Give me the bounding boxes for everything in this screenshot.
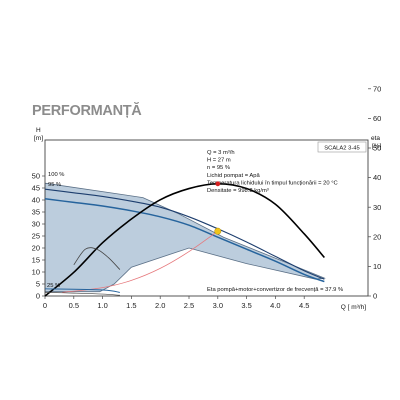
x-tick-label: 4.5 bbox=[299, 301, 309, 310]
y-tick-label: 35 bbox=[32, 208, 40, 217]
curve-label: 25 % bbox=[47, 283, 60, 289]
y2-tick-label: 30 bbox=[373, 203, 381, 212]
x-tick-label: 3.0 bbox=[213, 301, 223, 310]
x-tick-label: 2.5 bbox=[184, 301, 194, 310]
y2-tick-label: 20 bbox=[373, 232, 381, 241]
curve-label: 100 % bbox=[48, 172, 64, 178]
y-tick-label: 5 bbox=[36, 280, 40, 289]
x-tick-label: 1.5 bbox=[126, 301, 136, 310]
y2-tick-label: 70 bbox=[373, 84, 381, 93]
x-axis-label: Q [ m³/h] bbox=[341, 304, 366, 311]
operating-area bbox=[44, 182, 326, 293]
y-tick-label: 40 bbox=[32, 196, 40, 205]
annotation-line: H = 27 m bbox=[207, 158, 231, 164]
pump-curve-95 bbox=[44, 198, 325, 283]
y-axis-unit: [m] bbox=[34, 135, 43, 142]
x-tick-label: 3.5 bbox=[241, 301, 251, 310]
plot-frame bbox=[44, 139, 369, 297]
annotation-line: Densitate = 998.2 kg/m³ bbox=[207, 188, 269, 194]
title-box bbox=[317, 141, 367, 153]
y2-tick-label: 40 bbox=[373, 173, 381, 182]
y2-tick-label: 10 bbox=[373, 262, 381, 271]
annotation-line: Temperatura lichidului în timpul funcțio… bbox=[207, 180, 338, 186]
duty-point bbox=[214, 227, 222, 235]
y2-tick-label: 0 bbox=[373, 292, 377, 301]
annotation-line: Q = 3 m³/h bbox=[207, 150, 235, 156]
y2-axis-label: eta bbox=[371, 135, 380, 142]
efficiency-curve bbox=[44, 183, 325, 297]
eta-label-bg bbox=[205, 284, 365, 293]
chart-title: SCALA2 3-45 bbox=[324, 146, 359, 152]
y2-tick-label: 60 bbox=[373, 114, 381, 123]
annotation-line: Lichid pompat = Apă bbox=[207, 173, 260, 179]
x-tick-label: 2.0 bbox=[155, 301, 165, 310]
system-curve bbox=[62, 230, 219, 293]
page-heading: PERFORMANȚĂ bbox=[32, 103, 142, 119]
x-tick-label: 0 bbox=[43, 301, 47, 310]
y-tick-label: 25 bbox=[32, 232, 40, 241]
y-tick-label: 30 bbox=[32, 220, 40, 229]
pump-curve-100 bbox=[44, 188, 325, 280]
curve-label: 95 % bbox=[48, 182, 61, 188]
y2-axis-unit: [%] bbox=[372, 143, 382, 150]
y-tick-label: 45 bbox=[32, 184, 40, 193]
x-tick-label: 4.0 bbox=[270, 301, 280, 310]
y2-tick-label: 50 bbox=[373, 144, 381, 153]
pump-curve-25 bbox=[44, 288, 120, 293]
efficiency-point bbox=[215, 181, 221, 187]
y-tick-label: 20 bbox=[32, 244, 40, 253]
x-tick-label: 0.5 bbox=[69, 301, 79, 310]
power-curve bbox=[73, 247, 121, 270]
power-curve-25 bbox=[44, 292, 120, 296]
y-tick-label: 10 bbox=[32, 268, 40, 277]
annotation-line: n = 95 % bbox=[207, 165, 230, 171]
x-tick-label: 1.0 bbox=[97, 301, 107, 310]
y-tick-label: 15 bbox=[32, 256, 40, 265]
y-axis-label: H bbox=[36, 127, 41, 134]
y-tick-label: 0 bbox=[36, 292, 40, 301]
y-tick-label: 50 bbox=[32, 172, 40, 181]
efficiency-label: Eta pompă+motor+convertizor de frecvență… bbox=[207, 287, 343, 293]
